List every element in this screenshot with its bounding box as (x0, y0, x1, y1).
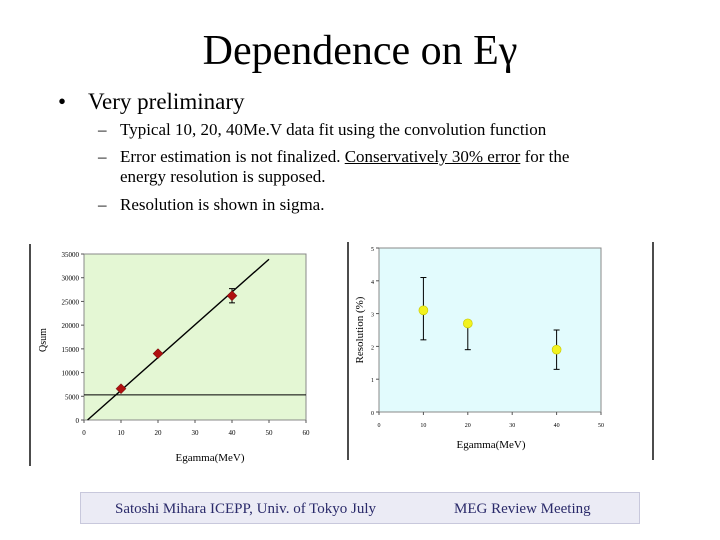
resolution-vs-egamma-chart: 0 1 2 3 4 5 0 10 20 30 40 50 Resolution (%) Egamma… (346, 242, 654, 460)
slide-title: Dependence on Eγ (0, 26, 720, 76)
left-y-tick-label: 10000 (62, 370, 80, 378)
dash-3: – (98, 195, 107, 214)
left-x-tick-label: 30 (192, 429, 200, 437)
right-y-tick-label: 3 (371, 313, 374, 319)
bullet-dot: • (58, 89, 67, 114)
left-y-tick-label: 25000 (62, 298, 80, 306)
right-plot-area (378, 247, 602, 413)
footer-author: Satoshi Mihara ICEPP, Univ. of Tokyo Jul… (115, 501, 377, 517)
right-y-tick-label: 2 (371, 345, 374, 351)
main-bullet-text: Very preliminary (88, 89, 245, 114)
left-y-tick-label: 20000 (62, 322, 80, 330)
footer-bar: Satoshi Mihara ICEPP, Univ. of Tokyo Jul… (80, 492, 640, 524)
right-y-tick-label: 0 (371, 411, 374, 417)
left-x-tick-label: 0 (82, 429, 86, 437)
right-data-point (463, 318, 473, 329)
left-y-tick-label: 5000 (65, 393, 80, 401)
right-data-point (418, 305, 429, 316)
right-y-tick-label: 5 (371, 247, 374, 253)
linear-fit-line (87, 258, 270, 421)
sub-bullet-2-post: for the (520, 147, 570, 166)
left-y-axis-label: Qsum (38, 328, 49, 352)
left-y-tick-label: 30000 (62, 275, 80, 283)
main-bullet: • Very preliminary (58, 88, 244, 116)
sub-bullet-1: – Typical 10, 20, 40Me.V data fit using t… (98, 120, 658, 140)
sub-bullet-3: – Resolution is shown in sigma. (98, 195, 658, 215)
gamma-symbol: γ (498, 28, 518, 74)
left-y-tick-label: 0 (76, 417, 80, 425)
right-x-axis-label: Egamma(MeV) (456, 439, 525, 451)
left-data-point (152, 348, 164, 359)
left-x-tick-label: 60 (303, 429, 311, 437)
sub-bullet-2-text: Error estimation is not finalized. (120, 147, 345, 166)
dash-2: – (98, 147, 107, 166)
left-data-point (115, 383, 127, 395)
left-x-tick-label: 20 (155, 429, 163, 437)
sub-bullet-2: – Error estimation is not finalized. Cons… (98, 147, 658, 187)
left-x-axis-label: Egamma(MeV) (175, 452, 244, 464)
right-x-tick-label: 0 (378, 423, 381, 429)
right-data-point (551, 344, 562, 355)
qsum-vs-egamma-chart: 0 5000 10000 15000 20000 25000 30000 35000 0 10 2… (28, 242, 322, 466)
right-x-tick-label: 30 (509, 423, 515, 429)
left-data-point (226, 290, 238, 302)
right-x-tick-label: 20 (465, 423, 471, 429)
right-y-tick-label: 1 (371, 378, 374, 384)
left-x-tick-label: 40 (229, 429, 237, 437)
title-text: Dependence on E (202, 28, 499, 74)
left-y-tick-label: 35000 (62, 251, 80, 259)
dash-1: – (98, 120, 107, 139)
sub-bullet-3-text: Resolution is shown in sigma. (120, 195, 325, 214)
right-y-axis-label: Resolution (%) (354, 296, 366, 363)
right-y-tick-label: 4 (371, 280, 374, 286)
left-y-tick-label: 15000 (62, 346, 80, 354)
sub-bullet-2-line2: energy resolution is supposed. (120, 167, 326, 186)
sub-bullet-2-underlined: Conservatively 30% error (344, 147, 521, 166)
right-x-tick-label: 50 (598, 423, 604, 429)
left-x-tick-label: 50 (266, 429, 274, 437)
right-x-tick-label: 40 (554, 423, 560, 429)
footer-meeting: MEG Review Meeting (454, 501, 591, 517)
sub-bullet-1-text: Typical 10, 20, 40Me.V data fit using th… (120, 120, 547, 139)
right-x-tick-label: 10 (420, 423, 426, 429)
left-x-tick-label: 10 (118, 429, 126, 437)
